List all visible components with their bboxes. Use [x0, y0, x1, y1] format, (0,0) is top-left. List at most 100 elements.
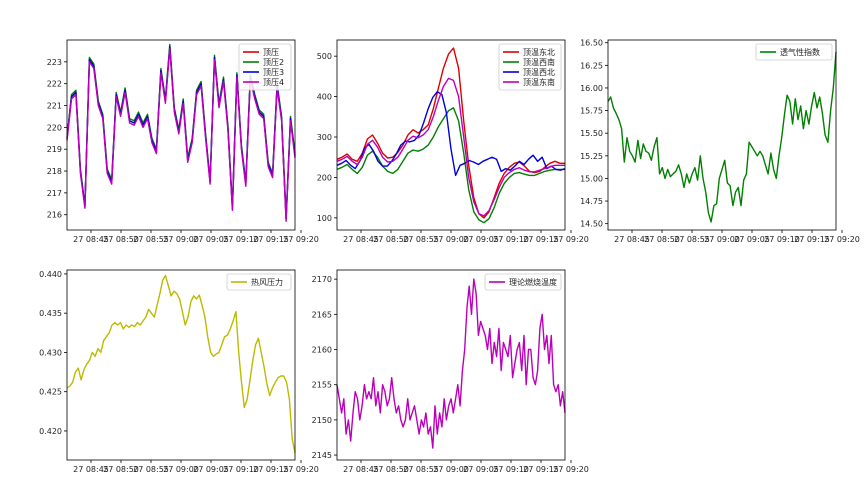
legend: 透气性指数	[755, 43, 833, 61]
y-tick-label: 2160	[312, 346, 332, 355]
y-tick-label: 222	[47, 80, 62, 89]
y-tick-label: 0.430	[39, 348, 62, 357]
series-line-1	[336, 47, 565, 219]
x-tick-label: 27 09:05	[193, 235, 229, 244]
x-tick-label: 27 09:05	[734, 235, 770, 244]
x-tick-label: 27 09:10	[764, 235, 800, 244]
legend-label: 顶温东北	[523, 47, 555, 57]
y-tick-label: 218	[47, 167, 62, 176]
legend-box	[755, 43, 833, 61]
x-tick-label: 27 09:00	[704, 235, 740, 244]
y-tick-label: 400	[317, 93, 332, 102]
y-tick-label: 220	[47, 123, 62, 132]
chart-panel-3: 14.50 14.75 15.00 15.25 15.50 15.75 16.00 16.25…	[580, 39, 860, 244]
y-tick-label: 216	[47, 211, 62, 220]
x-tick-label: 27 09:15	[253, 465, 289, 474]
x-tick-label: 27 08:55	[133, 235, 169, 244]
legend-label: 顶压4	[263, 78, 284, 87]
y-tick-label: 15.75	[580, 107, 603, 116]
x-tick-label: 27 08:55	[403, 235, 439, 244]
x-tick-label: 27 09:05	[463, 465, 499, 474]
series-line-4	[336, 77, 565, 217]
legend-label: 顶压3	[263, 68, 284, 77]
x-tick-label: 27 09:00	[163, 465, 199, 474]
y-tick-label: 14.75	[580, 197, 603, 206]
y-tick-label: 200	[317, 173, 332, 182]
y-tick-label: 2145	[312, 451, 332, 460]
legend-box	[226, 273, 292, 291]
series-line-1	[66, 274, 296, 454]
y-tick-label: 15.25	[580, 152, 603, 161]
x-tick-label: 27 09:20	[824, 235, 860, 244]
legend-label: 理论燃烧温度	[509, 277, 557, 287]
x-tick-label: 27 09:20	[553, 235, 589, 244]
y-tick-label: 15.00	[580, 174, 603, 183]
legend-label: 顶压2	[263, 58, 284, 67]
x-tick-label: 27 08:55	[403, 465, 439, 474]
series-line-3	[336, 91, 566, 177]
x-tick-label: 27 09:00	[433, 465, 469, 474]
legend-box	[498, 43, 562, 91]
y-tick-label: 2170	[312, 275, 332, 284]
y-tick-label: 500	[317, 52, 332, 61]
y-tick-label: 16.50	[580, 39, 603, 48]
x-tick-label: 27 08:45	[73, 235, 109, 244]
plot-frame	[66, 269, 296, 461]
series-line-1	[336, 278, 566, 449]
series-line-4	[66, 48, 296, 222]
series-line-1	[607, 51, 837, 223]
x-tick-label: 27 09:15	[523, 235, 559, 244]
legend: 热风压力	[226, 273, 292, 291]
series-line-2	[336, 107, 565, 224]
y-tick-label: 2155	[312, 381, 332, 390]
x-tick-label: 27 09:20	[283, 235, 319, 244]
y-tick-label: 16.25	[580, 61, 603, 70]
legend-label: 顶压	[263, 48, 279, 57]
y-tick-label: 300	[317, 133, 332, 142]
x-tick-label: 27 08:45	[343, 465, 379, 474]
y-tick-label: 15.50	[580, 129, 603, 138]
legend-label: 透气性指数	[780, 47, 820, 57]
x-tick-label: 27 08:50	[103, 235, 139, 244]
x-tick-label: 27 09:00	[163, 235, 199, 244]
x-tick-label: 27 08:45	[614, 235, 650, 244]
x-tick-label: 27 08:55	[674, 235, 710, 244]
y-tick-label: 100	[317, 214, 332, 223]
x-tick-label: 27 09:10	[493, 465, 529, 474]
x-tick-label: 27 08:55	[133, 465, 169, 474]
y-tick-label: 217	[47, 189, 62, 198]
x-tick-label: 27 09:00	[433, 235, 469, 244]
y-tick-label: 223	[47, 58, 62, 67]
x-tick-label: 27 08:50	[373, 465, 409, 474]
x-tick-label: 27 09:10	[223, 465, 259, 474]
y-tick-label: 2165	[312, 310, 332, 319]
legend-box	[238, 43, 292, 91]
legend-label: 顶温西北	[523, 68, 555, 77]
y-tick-label: 0.420	[39, 427, 62, 436]
y-tick-label: 0.440	[39, 270, 62, 279]
x-tick-label: 27 08:45	[73, 465, 109, 474]
y-tick-label: 14.50	[580, 220, 603, 229]
y-tick-label: 219	[47, 145, 62, 154]
x-tick-label: 27 09:15	[253, 235, 289, 244]
y-tick-label: 221	[47, 102, 62, 111]
x-tick-label: 27 09:15	[523, 465, 559, 474]
x-tick-label: 27 09:10	[223, 235, 259, 244]
y-tick-label: 16.00	[580, 84, 603, 93]
x-tick-label: 27 08:50	[103, 465, 139, 474]
legend-box	[484, 273, 562, 291]
y-tick-label: 2150	[312, 416, 332, 425]
x-tick-label: 27 08:50	[644, 235, 680, 244]
x-tick-label: 27 09:20	[283, 465, 319, 474]
x-tick-label: 27 08:45	[343, 235, 379, 244]
plot-frame	[336, 269, 566, 461]
x-tick-label: 27 09:05	[463, 235, 499, 244]
plot-frame	[607, 39, 837, 231]
